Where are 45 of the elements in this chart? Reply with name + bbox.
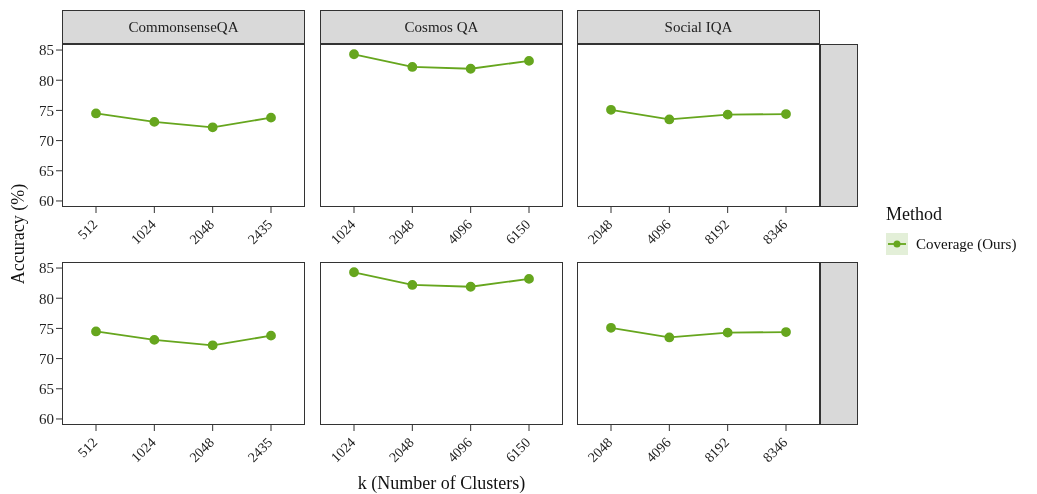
point: [465, 281, 476, 292]
y-tick-label: 85: [39, 260, 54, 277]
chart-title: Cosmos QA: [404, 18, 479, 36]
point: [407, 280, 418, 290]
y-tick-label: 75: [39, 102, 54, 119]
point: [149, 116, 160, 127]
y-tick-label: 75: [39, 320, 54, 337]
point: [349, 49, 359, 60]
point: [407, 62, 418, 72]
y-tick-label: 80: [39, 72, 54, 89]
point: [722, 327, 733, 338]
x-tick-label: 512: [74, 216, 101, 243]
point: [606, 104, 616, 115]
x-tick-label: 512: [74, 434, 101, 461]
point: [524, 274, 534, 284]
point: [266, 112, 276, 123]
point: [149, 334, 160, 345]
point: [664, 114, 675, 125]
point: [91, 108, 101, 119]
point: [465, 63, 476, 74]
point: [781, 327, 791, 337]
point: [91, 326, 101, 337]
point: [722, 109, 733, 120]
y-tick-label: 65: [39, 163, 54, 180]
y-tick-label: 85: [39, 42, 54, 59]
x-axis-title: k (Number of Clusters): [357, 473, 526, 494]
point: [266, 330, 276, 341]
legend-label: Coverage (Ours): [916, 235, 1017, 253]
legend-title: Method: [886, 204, 943, 225]
point: [781, 109, 791, 119]
point: [207, 340, 218, 351]
chart-title: CommonsenseQA: [128, 18, 239, 36]
point: [606, 322, 616, 333]
point: [349, 267, 359, 278]
point: [207, 122, 218, 133]
y-tick-label: 70: [39, 350, 54, 367]
y-tick-label: 70: [39, 132, 54, 149]
y-tick-label: 60: [39, 411, 54, 428]
y-tick-label: 60: [39, 193, 54, 210]
point: [524, 56, 534, 66]
chart-title: Social IQA: [664, 18, 733, 36]
y-tick-label: 65: [39, 381, 54, 398]
point: [664, 332, 675, 343]
y-tick-label: 80: [39, 290, 54, 307]
y-axis-title: Accuracy (%): [7, 183, 29, 285]
